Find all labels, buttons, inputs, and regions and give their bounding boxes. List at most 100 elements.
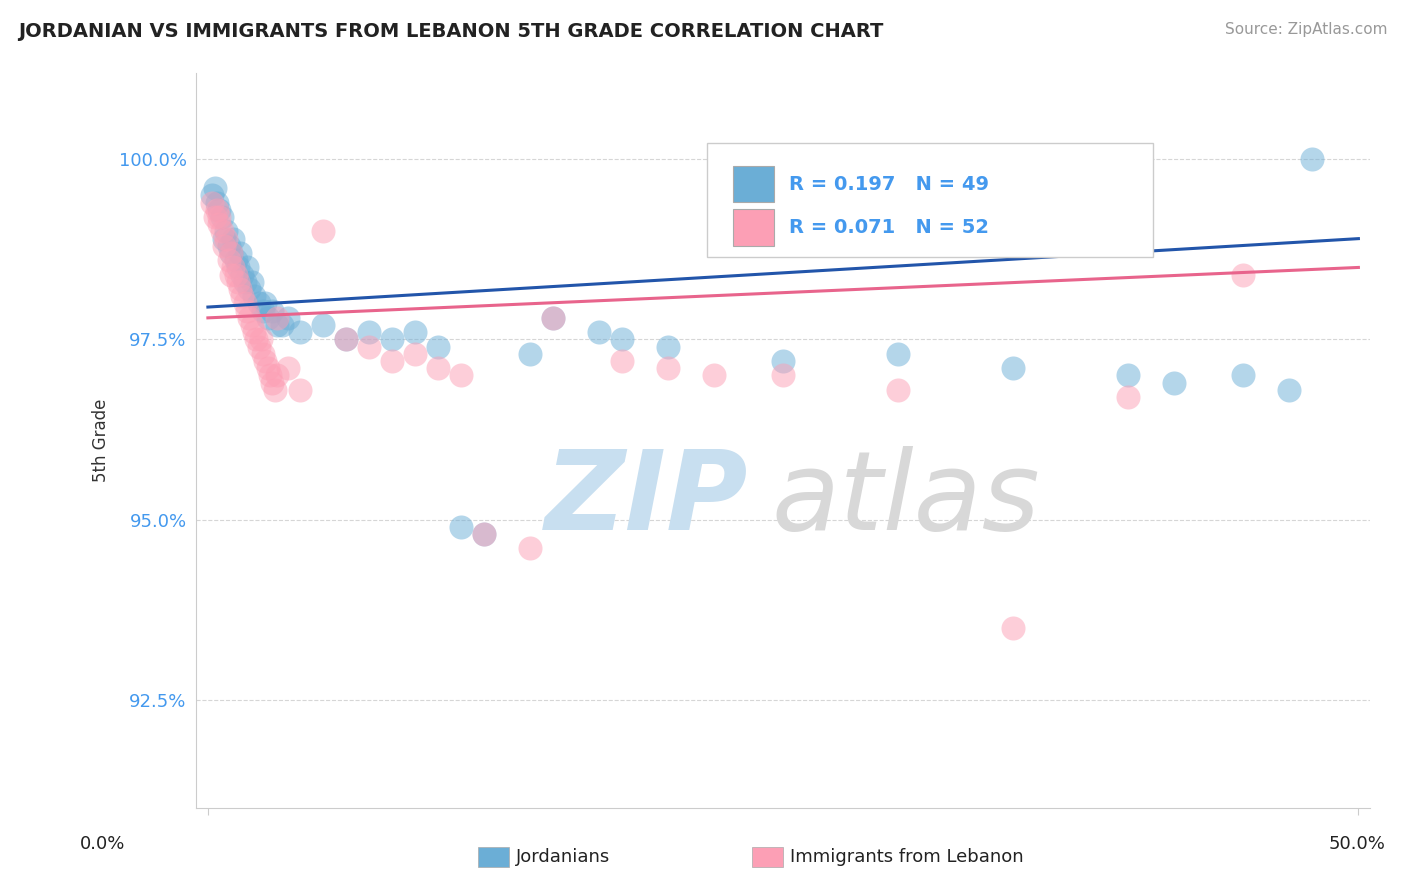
- Point: [335, 333, 357, 347]
- Point: [1163, 376, 1185, 390]
- Point: [211, 224, 233, 238]
- Point: [222, 260, 245, 275]
- Point: [219, 268, 242, 282]
- Point: [357, 340, 380, 354]
- Point: [245, 333, 267, 347]
- Text: Immigrants from Lebanon: Immigrants from Lebanon: [790, 848, 1024, 866]
- Point: [610, 333, 633, 347]
- Point: [1002, 621, 1025, 635]
- Point: [236, 303, 259, 318]
- Point: [1232, 368, 1254, 383]
- Point: [335, 333, 357, 347]
- Point: [1116, 368, 1139, 383]
- Point: [243, 289, 266, 303]
- Point: [250, 333, 273, 347]
- Point: [450, 368, 472, 383]
- Point: [657, 340, 679, 354]
- Point: [252, 347, 274, 361]
- Point: [312, 224, 335, 238]
- Point: [277, 361, 299, 376]
- Point: [541, 310, 564, 325]
- Point: [1002, 361, 1025, 376]
- Point: [208, 202, 231, 217]
- Text: 0.0%: 0.0%: [80, 835, 125, 853]
- Point: [205, 195, 228, 210]
- Point: [472, 527, 495, 541]
- Point: [254, 296, 277, 310]
- Point: [427, 340, 450, 354]
- Text: ZIP: ZIP: [544, 446, 748, 552]
- Point: [229, 246, 252, 260]
- Point: [288, 383, 311, 397]
- Point: [247, 296, 270, 310]
- Point: [211, 210, 233, 224]
- Point: [519, 541, 541, 556]
- Point: [218, 253, 240, 268]
- Point: [231, 268, 253, 282]
- Point: [1116, 390, 1139, 404]
- Point: [887, 347, 910, 361]
- Point: [222, 232, 245, 246]
- Point: [519, 347, 541, 361]
- Point: [288, 325, 311, 339]
- Point: [229, 282, 252, 296]
- Point: [266, 318, 288, 332]
- Point: [541, 310, 564, 325]
- Text: JORDANIAN VS IMMIGRANTS FROM LEBANON 5TH GRADE CORRELATION CHART: JORDANIAN VS IMMIGRANTS FROM LEBANON 5TH…: [18, 22, 883, 41]
- Bar: [733, 210, 773, 246]
- Point: [1278, 383, 1301, 397]
- FancyBboxPatch shape: [707, 143, 1153, 257]
- Point: [204, 181, 226, 195]
- Point: [226, 260, 249, 275]
- Point: [231, 289, 253, 303]
- Point: [772, 368, 794, 383]
- Point: [887, 383, 910, 397]
- Point: [212, 232, 235, 246]
- Point: [233, 275, 256, 289]
- Text: R = 0.197   N = 49: R = 0.197 N = 49: [789, 175, 988, 194]
- Point: [218, 239, 240, 253]
- Y-axis label: 5th Grade: 5th Grade: [93, 399, 110, 482]
- Point: [219, 246, 242, 260]
- Point: [266, 368, 288, 383]
- Point: [224, 253, 246, 268]
- Point: [238, 282, 260, 296]
- Point: [215, 232, 238, 246]
- Point: [270, 318, 292, 332]
- Point: [588, 325, 610, 339]
- Point: [247, 340, 270, 354]
- Text: 50.0%: 50.0%: [1329, 835, 1385, 853]
- Point: [204, 210, 226, 224]
- Text: Source: ZipAtlas.com: Source: ZipAtlas.com: [1225, 22, 1388, 37]
- Point: [201, 188, 224, 202]
- Point: [256, 310, 278, 325]
- Point: [233, 296, 256, 310]
- Point: [772, 354, 794, 368]
- Point: [703, 368, 725, 383]
- Point: [226, 275, 249, 289]
- Point: [215, 224, 238, 238]
- Point: [201, 195, 224, 210]
- Point: [277, 310, 299, 325]
- Point: [610, 354, 633, 368]
- Point: [266, 310, 288, 325]
- Point: [240, 275, 263, 289]
- Point: [262, 376, 284, 390]
- Point: [219, 246, 242, 260]
- Point: [243, 325, 266, 339]
- Point: [208, 210, 231, 224]
- Point: [262, 303, 284, 318]
- Point: [252, 303, 274, 318]
- Text: atlas: atlas: [772, 446, 1040, 552]
- Point: [240, 318, 263, 332]
- Point: [238, 310, 260, 325]
- Text: R = 0.071   N = 52: R = 0.071 N = 52: [789, 219, 988, 237]
- Point: [1301, 153, 1323, 167]
- Point: [256, 361, 278, 376]
- Point: [357, 325, 380, 339]
- Point: [450, 519, 472, 533]
- Point: [236, 260, 259, 275]
- Text: Jordanians: Jordanians: [516, 848, 610, 866]
- Point: [657, 361, 679, 376]
- Point: [263, 383, 285, 397]
